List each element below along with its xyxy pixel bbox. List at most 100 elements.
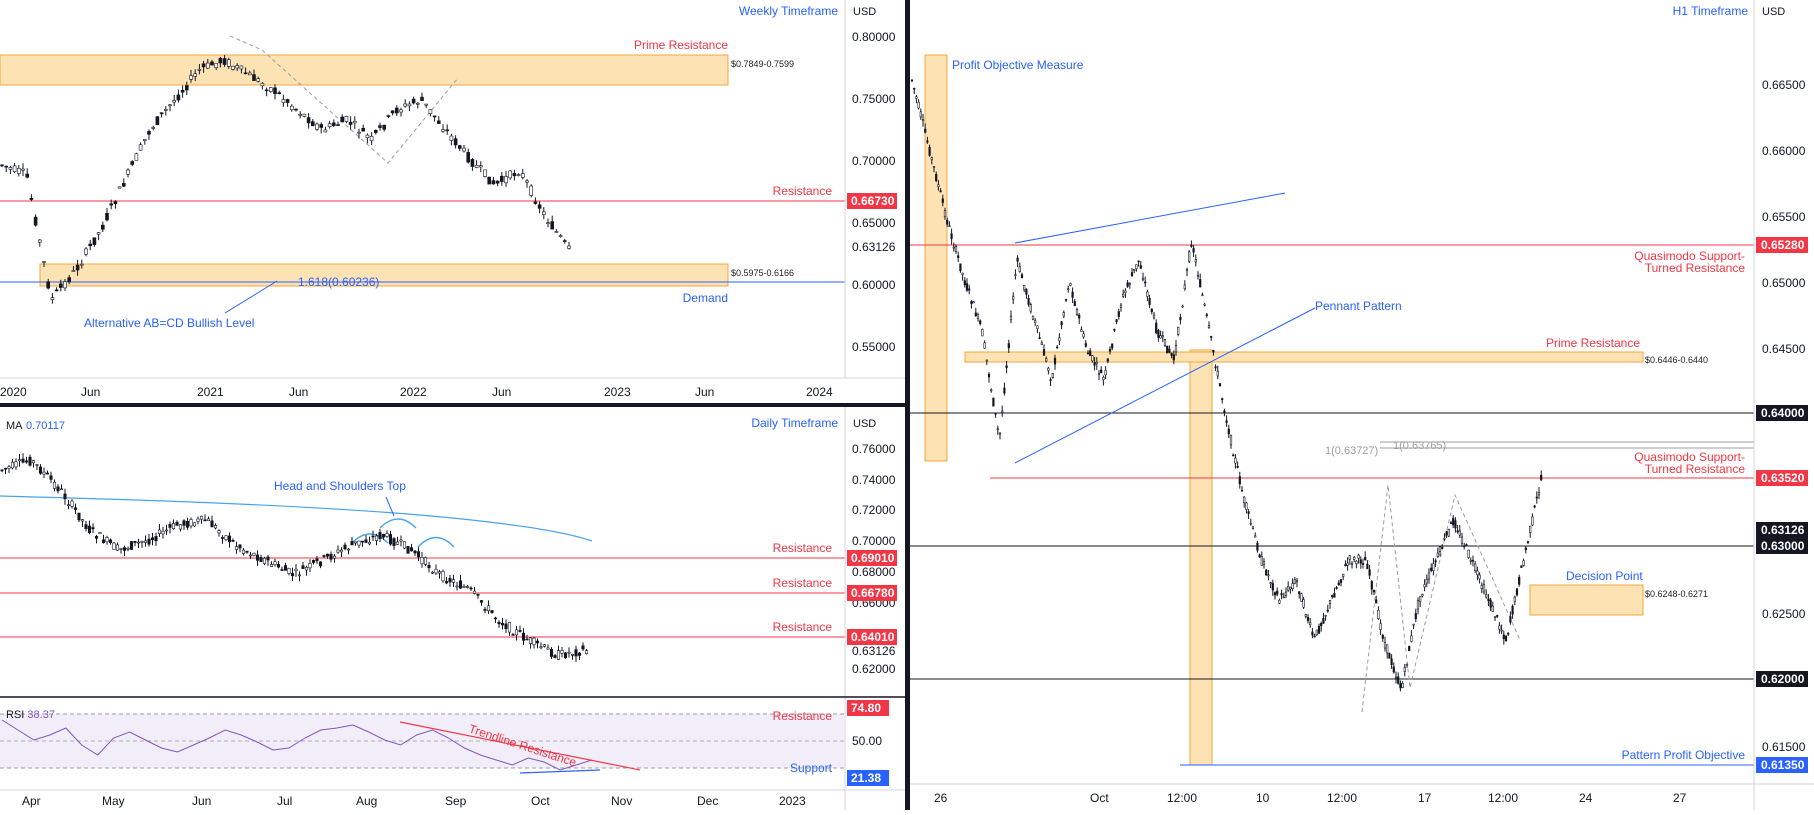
candle-body bbox=[990, 389, 993, 392]
candle-body bbox=[140, 541, 144, 543]
candle-body bbox=[332, 555, 337, 559]
candle-body bbox=[1306, 617, 1310, 621]
candle-body bbox=[444, 581, 449, 584]
svg-text:12:00: 12:00 bbox=[1167, 791, 1197, 805]
rsi-tick: 50.00 bbox=[852, 734, 882, 748]
candle-body bbox=[255, 554, 260, 561]
candle-body bbox=[281, 99, 286, 103]
svg-text:Dec: Dec bbox=[697, 794, 718, 808]
candle-body bbox=[1482, 583, 1486, 593]
candle-body bbox=[308, 563, 312, 569]
rsi-trendline bbox=[399, 721, 641, 771]
candle-body bbox=[353, 541, 358, 544]
daily-badge-1: 0.69010 bbox=[851, 551, 895, 565]
candle-body bbox=[12, 165, 17, 172]
candle-body bbox=[1216, 370, 1219, 377]
candle-body bbox=[214, 62, 218, 69]
candle-body bbox=[276, 564, 281, 568]
candle-body bbox=[1337, 582, 1340, 586]
svg-text:0.72000: 0.72000 bbox=[852, 503, 896, 517]
h1-y-axis: 0.66500 0.66000 0.65500 0.65000 0.64500 … bbox=[1762, 78, 1806, 754]
candle-body bbox=[529, 185, 534, 196]
candle-body bbox=[1124, 290, 1127, 294]
candle-body bbox=[1199, 279, 1202, 288]
candle-body bbox=[178, 524, 183, 530]
candle-body bbox=[528, 637, 533, 644]
candle-body bbox=[98, 532, 102, 535]
candle-body bbox=[965, 283, 969, 291]
candle-body bbox=[1194, 259, 1197, 263]
candle-body bbox=[959, 263, 962, 272]
candle-body bbox=[546, 647, 550, 650]
candle-body bbox=[1218, 383, 1222, 387]
candle-body bbox=[1331, 595, 1334, 598]
candle-body bbox=[1003, 387, 1006, 394]
svg-text:0.62000: 0.62000 bbox=[852, 662, 896, 676]
candle-body bbox=[241, 549, 246, 554]
candle-body bbox=[413, 550, 417, 554]
rsi-resistance-label: Resistance bbox=[773, 709, 833, 723]
candle-body bbox=[1342, 573, 1345, 577]
candle-body bbox=[126, 547, 130, 550]
candle-body bbox=[1370, 581, 1373, 590]
candle-body bbox=[483, 608, 487, 611]
candle-body bbox=[1177, 327, 1180, 335]
demand-zone bbox=[39, 263, 729, 287]
candle-body bbox=[133, 541, 137, 543]
pennant-lower bbox=[1014, 307, 1316, 464]
candle-body bbox=[1045, 358, 1048, 362]
h1-badge-qm-mid: 0.63520 bbox=[1761, 471, 1805, 485]
daily-badge-3: 0.64010 bbox=[851, 630, 895, 644]
profit-measure-zone bbox=[924, 54, 948, 462]
fib-a-label: 1(0.63727) bbox=[1325, 445, 1378, 457]
hs-right-shoulder bbox=[417, 536, 455, 548]
daily-panel: Daily Timeframe MA 0.70117 Head and Shou… bbox=[0, 407, 905, 810]
candle-body bbox=[218, 57, 223, 64]
candle-body bbox=[273, 561, 277, 566]
candle-body bbox=[50, 297, 55, 300]
candle-body bbox=[518, 630, 522, 632]
candle-body bbox=[952, 246, 955, 249]
candle-body bbox=[1480, 584, 1483, 590]
candle-body bbox=[1445, 531, 1448, 536]
candle-body bbox=[88, 243, 92, 247]
candle-body bbox=[159, 112, 164, 115]
candle-body bbox=[1001, 410, 1004, 413]
weekly-resistance-badge bbox=[847, 193, 897, 209]
candle-body bbox=[470, 159, 475, 167]
hs-left-shoulder bbox=[351, 533, 389, 544]
daily-price-label: 0.63126 bbox=[852, 644, 896, 658]
candle-body bbox=[1243, 496, 1246, 504]
h1-badge-qm-top: 0.65280 bbox=[1761, 238, 1805, 252]
candle-body bbox=[164, 529, 169, 532]
weekly-title: Weekly Timeframe bbox=[739, 4, 838, 18]
candle-body bbox=[407, 103, 412, 107]
candle-body bbox=[1236, 466, 1239, 468]
svg-text:0.66500: 0.66500 bbox=[1762, 78, 1806, 92]
candle-body bbox=[1441, 547, 1444, 549]
candle-body bbox=[1324, 614, 1327, 617]
weekly-resistance-label: Resistance bbox=[773, 184, 833, 198]
candle-body bbox=[493, 617, 498, 620]
svg-text:0.66000: 0.66000 bbox=[1762, 144, 1806, 158]
daily-resistance-label-2: Resistance bbox=[773, 576, 833, 590]
candle-body bbox=[1498, 625, 1501, 630]
profit-projection-zone bbox=[1189, 349, 1213, 766]
qm-mid-label-1: Quasimodo Support- bbox=[1634, 450, 1745, 464]
candle-body bbox=[411, 98, 416, 104]
candle-body bbox=[66, 504, 71, 506]
candle-body bbox=[1403, 667, 1406, 672]
candle-body bbox=[1344, 564, 1347, 566]
candle-body bbox=[1533, 505, 1536, 508]
candle-body bbox=[105, 537, 109, 543]
candle-body bbox=[406, 546, 410, 554]
ma-label: MA bbox=[6, 420, 23, 432]
candle-body bbox=[252, 74, 256, 81]
candle-body bbox=[1036, 325, 1039, 330]
candle-body bbox=[469, 587, 473, 590]
candle-body bbox=[917, 101, 920, 109]
candle-body bbox=[1458, 530, 1461, 536]
candle-body bbox=[416, 551, 421, 558]
fib-label: 1.618(0.60236) bbox=[298, 275, 379, 289]
h1-badge-63: 0.63000 bbox=[1761, 539, 1805, 553]
